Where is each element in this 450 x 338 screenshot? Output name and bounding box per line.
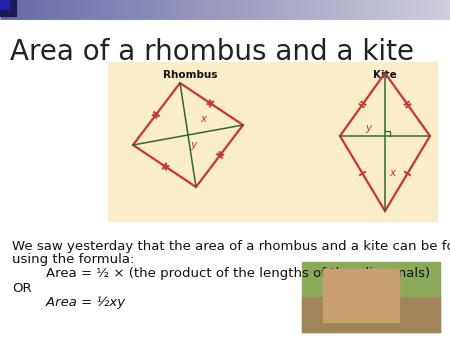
Text: y: y [365, 123, 371, 133]
Text: y: y [190, 140, 196, 150]
Text: x: x [200, 114, 206, 124]
Text: Area of a rhombus and a kite: Area of a rhombus and a kite [10, 38, 414, 66]
Text: We saw yesterday that the area of a rhombus and a kite can be found: We saw yesterday that the area of a rhom… [12, 240, 450, 253]
Text: Area = ½xy: Area = ½xy [12, 296, 125, 309]
Bar [302, 297, 440, 332]
Text: using the formula:: using the formula: [12, 253, 135, 266]
Bar [0, 0, 16, 16]
Text: Rhombus: Rhombus [163, 70, 217, 80]
Text: OR: OR [12, 282, 32, 295]
Bar [323, 269, 399, 321]
Bar [0, 0, 9, 9]
Bar [108, 62, 438, 222]
Text: Area = ½ × (the product of the lengths of the  diagonals): Area = ½ × (the product of the lengths o… [12, 267, 430, 280]
Text: x: x [389, 168, 395, 178]
Text: Kite: Kite [373, 70, 397, 80]
Bar [302, 262, 440, 332]
